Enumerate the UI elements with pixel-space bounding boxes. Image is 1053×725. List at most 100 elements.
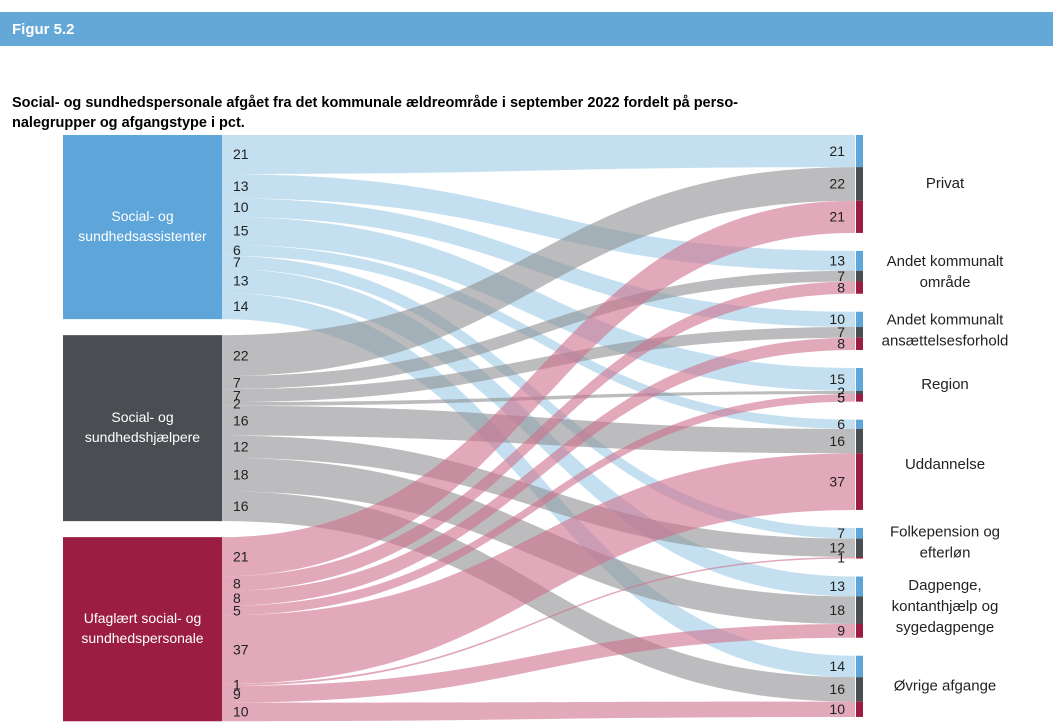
target-segment bbox=[856, 394, 863, 402]
flow bbox=[222, 200, 855, 577]
source-label: sundhedspersonale bbox=[81, 630, 203, 646]
flow bbox=[222, 135, 855, 175]
header: Figur 5.2 bbox=[12, 21, 75, 38]
target-segment bbox=[856, 200, 863, 233]
target-value: 16 bbox=[829, 433, 845, 449]
source-value: 22 bbox=[233, 347, 249, 363]
target-value: 10 bbox=[829, 701, 845, 717]
target-segment bbox=[856, 538, 863, 558]
flow bbox=[222, 453, 855, 685]
target-segment bbox=[856, 655, 863, 678]
target-segment bbox=[856, 596, 863, 624]
target-value: 13 bbox=[829, 253, 845, 269]
target-segment bbox=[856, 428, 863, 454]
target-value: 21 bbox=[829, 143, 845, 159]
target-segment bbox=[856, 250, 863, 271]
target-segment bbox=[856, 576, 863, 597]
target-value: 7 bbox=[837, 324, 845, 340]
target-value: 12 bbox=[829, 540, 845, 556]
source-value: 7 bbox=[233, 387, 241, 403]
source-value: 1 bbox=[233, 677, 241, 693]
target-value: 8 bbox=[837, 279, 845, 295]
target-segment bbox=[856, 270, 863, 282]
target-value: 7 bbox=[837, 525, 845, 541]
flow bbox=[222, 435, 855, 558]
target-segment bbox=[856, 453, 863, 510]
target-label: Øvrige afgange bbox=[894, 677, 997, 694]
target-label: Uddannelse bbox=[905, 456, 985, 473]
target-segment bbox=[856, 135, 863, 168]
flow bbox=[222, 293, 855, 678]
title: nalegrupper og afgangstype i pct. bbox=[12, 115, 245, 131]
target-value: 5 bbox=[837, 390, 845, 406]
target-value: 14 bbox=[829, 658, 845, 674]
target-value: 18 bbox=[829, 602, 845, 618]
flow bbox=[222, 623, 855, 703]
source-value: 10 bbox=[233, 704, 249, 720]
source-value: 9 bbox=[233, 686, 241, 702]
target-value: 10 bbox=[829, 311, 845, 327]
target-value: 8 bbox=[837, 336, 845, 352]
target-value: 15 bbox=[829, 371, 845, 387]
target-label: kontanthjælp og bbox=[892, 598, 999, 615]
source-label: sundhedshjælpere bbox=[85, 429, 200, 445]
target-segment bbox=[856, 368, 863, 391]
source-label: Ufaglært social- og bbox=[84, 610, 202, 626]
source-value: 37 bbox=[233, 641, 249, 657]
target-label: Folkepension og bbox=[890, 524, 1000, 541]
source-value: 21 bbox=[233, 146, 249, 162]
target-label: Privat bbox=[926, 175, 965, 192]
source-value: 8 bbox=[233, 590, 241, 606]
source-label: Social- og bbox=[111, 409, 173, 425]
target-value: 22 bbox=[829, 176, 845, 192]
source-value: 2 bbox=[233, 396, 241, 412]
source-value: 14 bbox=[233, 298, 249, 314]
target-segment bbox=[856, 337, 863, 351]
source-value: 16 bbox=[233, 498, 249, 514]
flow bbox=[222, 244, 855, 429]
target-label: ansættelsesforhold bbox=[882, 332, 1009, 349]
flow bbox=[222, 394, 855, 616]
target-label: Andet kommunalt bbox=[887, 253, 1005, 270]
target-label: Region bbox=[921, 376, 969, 393]
source-value: 7 bbox=[233, 374, 241, 390]
flow bbox=[222, 216, 855, 391]
target-value: 6 bbox=[837, 416, 845, 432]
target-label: efterløn bbox=[920, 545, 971, 562]
source-value: 5 bbox=[233, 602, 241, 618]
target-segment bbox=[856, 419, 863, 429]
target-label: område bbox=[920, 274, 971, 291]
source-value: 21 bbox=[233, 548, 249, 564]
flow bbox=[222, 337, 855, 606]
target-value: 1 bbox=[837, 549, 845, 565]
target-label: Andet kommunalt bbox=[887, 311, 1005, 328]
source-label: sundhedsassistenter bbox=[78, 228, 207, 244]
source-value: 10 bbox=[233, 199, 249, 215]
source-node bbox=[63, 135, 222, 320]
target-value: 37 bbox=[829, 473, 845, 489]
target-segment bbox=[856, 557, 863, 559]
source-value: 16 bbox=[233, 412, 249, 428]
target-segment bbox=[856, 623, 863, 638]
source-label: Social- og bbox=[111, 208, 173, 224]
source-node bbox=[63, 537, 222, 722]
target-segment bbox=[856, 167, 863, 201]
source-value: 13 bbox=[233, 178, 249, 194]
target-segment bbox=[856, 311, 863, 328]
source-value: 18 bbox=[233, 466, 249, 482]
target-segment bbox=[856, 677, 863, 702]
source-value: 13 bbox=[233, 273, 249, 289]
target-value: 2 bbox=[837, 384, 845, 400]
title: Social- og sundhedspersonale afgået fra … bbox=[12, 95, 738, 111]
flow bbox=[222, 327, 855, 403]
flow bbox=[222, 270, 855, 390]
source-value: 8 bbox=[233, 575, 241, 591]
target-label: Dagpenge, bbox=[908, 577, 981, 594]
target-value: 21 bbox=[829, 209, 845, 225]
target-value: 16 bbox=[829, 681, 845, 697]
flow bbox=[222, 557, 855, 686]
target-segment bbox=[856, 281, 863, 294]
flow bbox=[222, 167, 855, 377]
target-label: sygedagpenge bbox=[896, 619, 994, 636]
target-segment bbox=[856, 327, 863, 338]
